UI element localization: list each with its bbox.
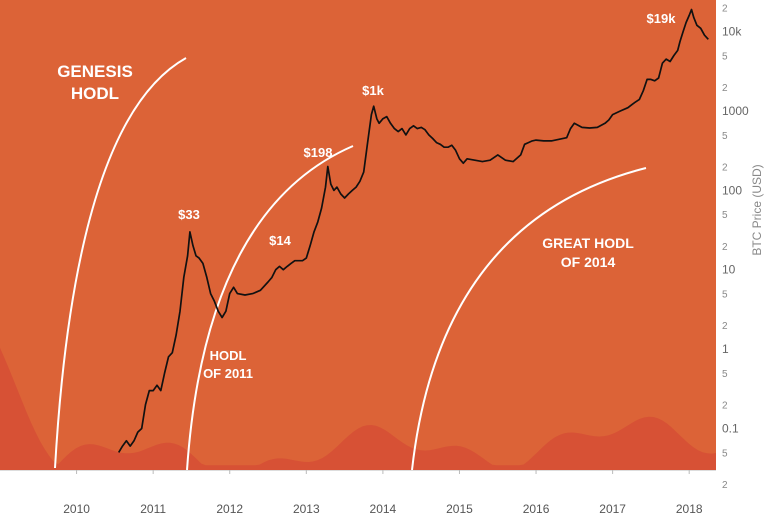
genesis-hodl-label-line2: HODL [71, 84, 119, 103]
great-hodl-label-line1: GREAT HODL [542, 235, 634, 251]
x-tick-label: 2016 [523, 502, 550, 516]
peak-label-198: $198 [304, 145, 333, 160]
x-tick-label: 2015 [446, 502, 473, 516]
peak-label-1k: $1k [362, 83, 384, 98]
y-minor-tick-label: 5 [722, 51, 728, 62]
y-tick-label: 10 [722, 263, 736, 277]
x-tick-label: 2011 [140, 502, 166, 516]
x-tick-label: 2012 [216, 502, 243, 516]
y-tick-label: 0.1 [722, 421, 739, 435]
x-tick-label: 2013 [293, 502, 320, 516]
y-axis-title: BTC Price (USD) [750, 164, 764, 255]
y-tick-label: 100 [722, 183, 742, 197]
hodl-2011-label-line2: OF 2011 [203, 366, 253, 381]
annotations: GENESIS HODL HODL OF 2011 GREAT HODL OF … [57, 11, 676, 381]
y-minor-tick-label: 5 [722, 290, 728, 301]
hodl-band-13 [0, 0, 716, 466]
hodl-2011-label-line1: HODL [210, 348, 247, 363]
hodl-wave-bands [0, 0, 716, 470]
y-minor-tick-label: 5 [722, 210, 728, 221]
x-axis: 2010 2011 2012 2013 2014 2015 2016 2017 2018 [0, 470, 716, 516]
y-minor-tick-label: 5 [722, 369, 728, 380]
y-minor-tick-label: 2 [722, 401, 728, 412]
y-tick-label: 1 [722, 342, 729, 356]
y-minor-tick-label: 2 [722, 480, 728, 491]
x-tick-label: 2018 [676, 502, 703, 516]
genesis-hodl-arc [54, 57, 187, 469]
peak-label-14: $14 [269, 233, 291, 248]
x-tick-label: 2010 [63, 502, 90, 516]
great-hodl-2014-arc [411, 167, 647, 471]
y-minor-tick-label: 2 [722, 242, 728, 253]
hodl-2011-arc [186, 145, 354, 471]
y-minor-tick-label: 2 [722, 4, 728, 15]
y-minor-tick-label: 5 [722, 448, 728, 459]
y-axis: 10k 1000 100 10 1 0.1 2 5 2 5 2 5 2 5 2 5 2 5 2 [722, 4, 749, 491]
great-hodl-label-line2: OF 2014 [561, 254, 616, 270]
hodl-arcs [54, 57, 647, 471]
price-series [117, 8, 709, 453]
btc-price-line [117, 8, 709, 453]
peak-label-19k: $19k [647, 11, 677, 26]
y-minor-tick-label: 2 [722, 162, 728, 173]
peak-label-33: $33 [178, 207, 200, 222]
y-tick-label: 10k [722, 25, 742, 39]
y-minor-tick-label: 2 [722, 83, 728, 94]
y-tick-label: 1000 [722, 104, 749, 118]
y-minor-tick-label: 2 [722, 321, 728, 332]
y-minor-tick-label: 5 [722, 131, 728, 142]
x-tick-label: 2017 [599, 502, 626, 516]
x-tick-label: 2014 [370, 502, 397, 516]
genesis-hodl-label-line1: GENESIS [57, 62, 133, 81]
